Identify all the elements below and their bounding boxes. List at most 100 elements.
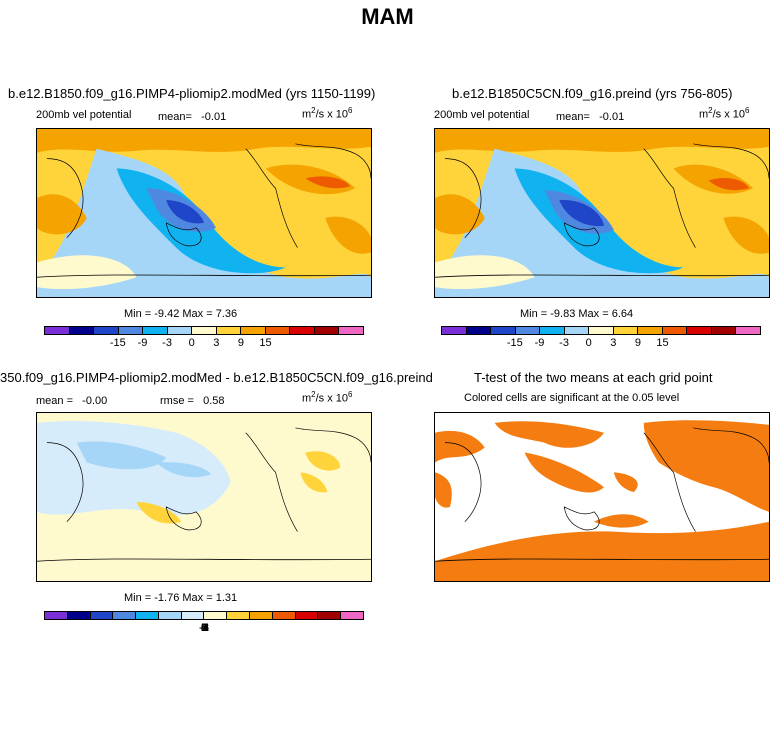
panel3-difference-field [37,413,371,581]
colorbar-tick-label: 5 [200,622,208,634]
units-rest: /s x 10 [712,108,746,121]
figure-title: MAM [361,4,414,29]
colorbar-tick-label: -1 [199,622,209,634]
panel2-variable-label: 200mb vel potential [434,109,530,121]
colorbar-box [265,327,291,334]
panel4-map [434,412,770,582]
colorbar-box [318,612,342,619]
colorbar-tick-label: -6 [199,622,209,634]
colorbar-box [341,612,363,619]
units-exp6: 6 [348,390,353,399]
panel3-min-max: Min = -1.76 Max = 1.31 [124,592,238,604]
colorbar-box [339,327,363,334]
colorbar-tick-label: -4 [199,622,209,634]
panel3-units: m2/s x 106 [302,390,352,405]
panel2-min-max: Min = -9.83 Max = 6.64 [520,308,634,320]
panel4-subtitle: Colored cells are significant at the 0.0… [464,392,680,404]
units-exp2: 2 [708,106,713,115]
colorbar-tick-label: -15 [109,337,126,349]
colorbar-box [143,327,168,334]
panel2-mean-label: mean= [556,111,590,123]
colorbar-tick-label: -3 [199,622,209,634]
panel1-units: m2/s x 106 [302,106,352,121]
colorbar-box [192,327,217,334]
colorbar-tick-label: -9 [534,337,545,349]
colorbar-box [227,612,251,619]
colorbar-box [711,327,737,334]
units-exp6: 6 [348,106,353,115]
panel2-colorbar [441,326,761,335]
colorbar-box [45,612,68,619]
colorbar-tick-label: 3 [610,337,617,349]
colorbar-box [136,612,159,619]
panel1-title: b.e12.B1850.f09_g16.PIMP4-pliomip2.modMe… [8,86,376,101]
colorbar-tick-label: 6 [200,622,208,634]
colorbar-tick-label: -3 [559,337,569,349]
panel1-mean-label: mean= [158,111,192,123]
panel4-significance-field [435,413,769,581]
colorbar-box [94,327,119,334]
panel3-colorbar [44,611,364,620]
colorbar-tick-label: 15 [259,337,272,349]
colorbar-box [736,327,760,334]
panel1-mean: mean= -0.01 [158,111,226,123]
colorbar-box [589,327,614,334]
colorbar-box [272,612,296,619]
colorbar-tick-label: 1 [200,622,208,634]
panel3-rmse-label: rmse = [160,395,194,407]
colorbar-tick-label: -15 [506,337,523,349]
units-exp6: 6 [745,106,750,115]
panel1-velocity-potential-field [37,129,371,297]
colorbar-box [113,612,137,619]
colorbar-box [181,612,205,619]
colorbar-box [540,327,565,334]
units-m: m [302,108,312,121]
colorbar-box [466,327,492,334]
panel3-title: 350.f09_g16.PIMP4-pliomip2.modMed - b.e1… [0,370,433,385]
colorbar-tick-label: -5 [199,622,209,634]
panel2-map [434,128,770,298]
panel3-mean: mean = -0.00 [36,395,107,407]
colorbar-tick-label: 0 [200,622,208,634]
colorbar-box [491,327,516,334]
panel3-rmse: rmse = 0.58 [160,395,225,407]
units-m: m [699,108,709,121]
colorbar-box [687,327,712,334]
colorbar-box [69,327,95,334]
colorbar-box [564,327,590,334]
panel3-map [36,412,372,582]
colorbar-box [442,327,467,334]
colorbar-tick-label: 0 [585,337,592,349]
units-exp2: 2 [311,106,316,115]
panel1-variable-label: 200mb vel potential [36,109,132,121]
colorbar-box [295,612,319,619]
panel4-title: T-test of the two means at each grid poi… [474,370,713,385]
colorbar-box [613,327,639,334]
colorbar-box [314,327,340,334]
colorbar-tick-label: -8 [199,622,209,634]
colorbar-box [67,612,91,619]
panel2-velocity-potential-field [435,129,769,297]
panel2-mean: mean= -0.01 [556,111,624,123]
colorbar-tick-label: 4 [200,622,208,634]
colorbar-box [662,327,688,334]
panel1-map [36,128,372,298]
panel1-mean-value: -0.01 [201,111,227,123]
panel3-mean-label: mean = [36,395,73,407]
colorbar-tick-label: -9 [137,337,148,349]
colorbar-box [118,327,144,334]
colorbar-box [216,327,242,334]
colorbar-box [290,327,315,334]
panel2-title: b.e12.B1850C5CN.f09_g16.preind (yrs 756-… [452,86,733,101]
colorbar-box [204,612,228,619]
colorbar-box [167,327,193,334]
colorbar-tick-label: 15 [656,337,669,349]
units-rest: /s x 10 [315,392,349,405]
colorbar-box [638,327,663,334]
colorbar-box [515,327,541,334]
colorbar-box [250,612,273,619]
colorbar-tick-label: 3 [213,337,220,349]
colorbar-tick-label: 8 [200,622,208,634]
colorbar-tick-label: -2 [199,622,209,634]
colorbar-box [158,612,182,619]
